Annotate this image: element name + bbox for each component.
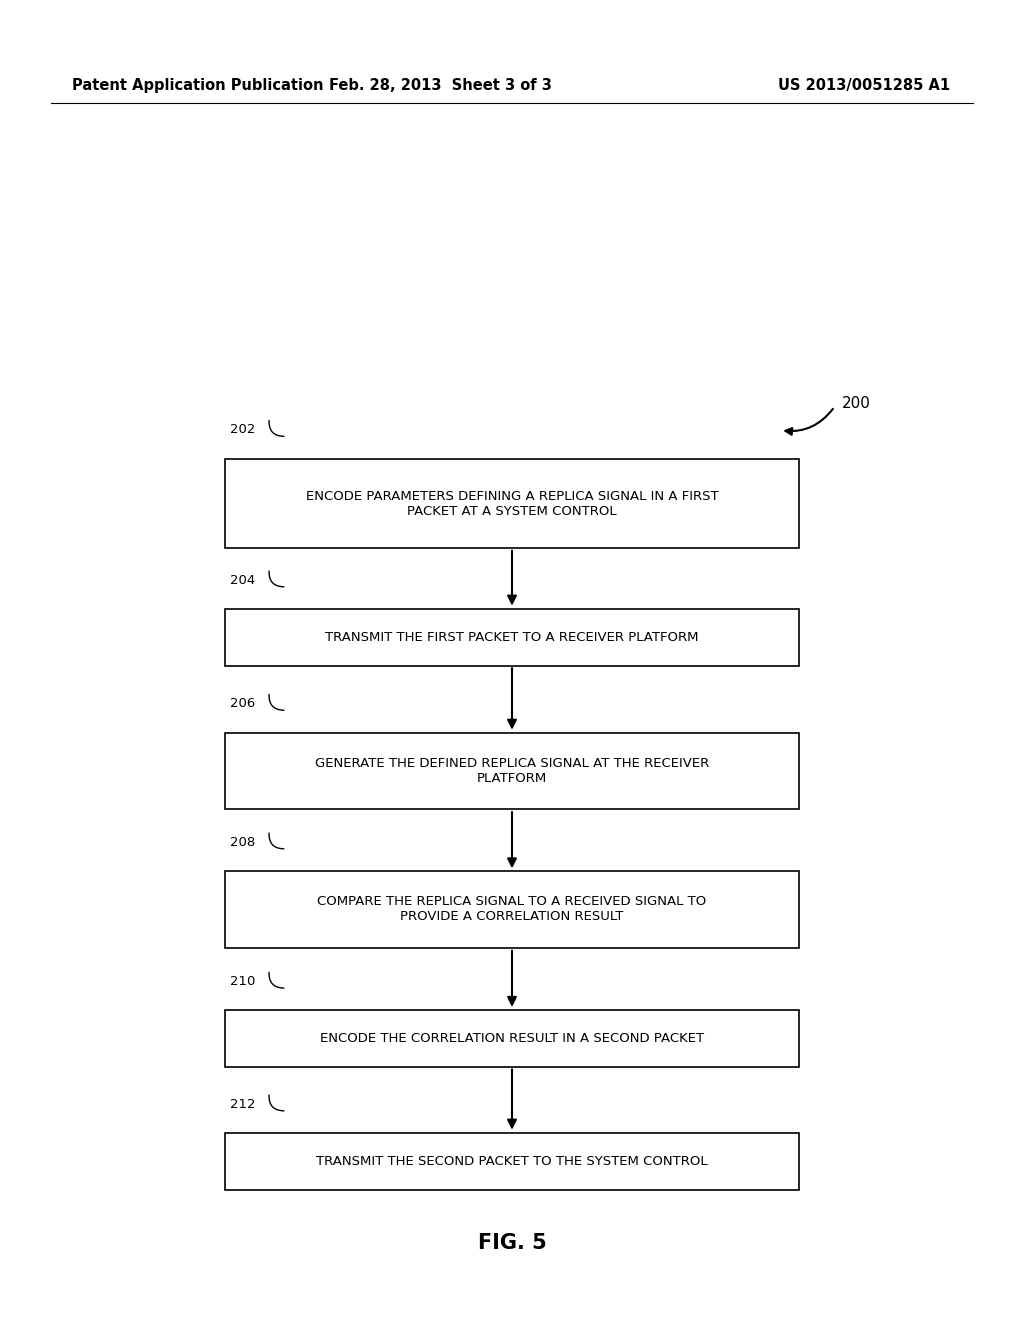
Text: 200: 200: [842, 396, 870, 412]
Text: COMPARE THE REPLICA SIGNAL TO A RECEIVED SIGNAL TO
PROVIDE A CORRELATION RESULT: COMPARE THE REPLICA SIGNAL TO A RECEIVED…: [317, 895, 707, 924]
Text: 212: 212: [230, 1098, 256, 1110]
Bar: [225, 871, 799, 948]
Text: GENERATE THE DEFINED REPLICA SIGNAL AT THE RECEIVER
PLATFORM: GENERATE THE DEFINED REPLICA SIGNAL AT T…: [314, 756, 710, 785]
Text: FIG. 5: FIG. 5: [477, 1233, 547, 1254]
Text: Patent Application Publication: Patent Application Publication: [72, 78, 324, 94]
Text: ENCODE THE CORRELATION RESULT IN A SECOND PACKET: ENCODE THE CORRELATION RESULT IN A SECON…: [319, 1032, 705, 1045]
Bar: [225, 733, 799, 809]
Bar: [225, 1133, 799, 1191]
Text: 202: 202: [230, 424, 256, 436]
Text: TRANSMIT THE SECOND PACKET TO THE SYSTEM CONTROL: TRANSMIT THE SECOND PACKET TO THE SYSTEM…: [316, 1155, 708, 1168]
Bar: [225, 610, 799, 667]
Text: 204: 204: [230, 574, 256, 586]
Text: 206: 206: [230, 697, 256, 710]
Bar: [225, 1011, 799, 1067]
Text: 210: 210: [230, 975, 256, 987]
Text: 208: 208: [230, 836, 256, 849]
Bar: [225, 458, 799, 549]
Text: ENCODE PARAMETERS DEFINING A REPLICA SIGNAL IN A FIRST
PACKET AT A SYSTEM CONTRO: ENCODE PARAMETERS DEFINING A REPLICA SIG…: [306, 490, 718, 517]
Text: US 2013/0051285 A1: US 2013/0051285 A1: [778, 78, 950, 94]
Text: Feb. 28, 2013  Sheet 3 of 3: Feb. 28, 2013 Sheet 3 of 3: [329, 78, 552, 94]
Text: TRANSMIT THE FIRST PACKET TO A RECEIVER PLATFORM: TRANSMIT THE FIRST PACKET TO A RECEIVER …: [326, 631, 698, 644]
